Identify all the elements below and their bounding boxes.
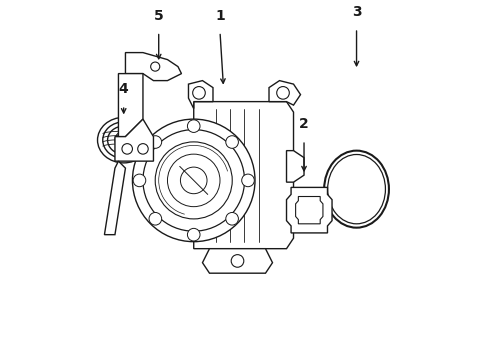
Circle shape (167, 154, 220, 207)
Circle shape (122, 144, 132, 154)
Circle shape (155, 142, 232, 219)
Text: 2: 2 (299, 117, 308, 131)
Ellipse shape (324, 150, 388, 228)
Text: 3: 3 (351, 5, 361, 19)
Circle shape (187, 228, 200, 241)
Circle shape (132, 119, 254, 242)
Circle shape (115, 131, 132, 149)
Circle shape (192, 86, 205, 99)
Polygon shape (286, 150, 304, 182)
Ellipse shape (102, 122, 144, 158)
Circle shape (142, 130, 244, 231)
Polygon shape (188, 81, 213, 109)
Polygon shape (202, 249, 272, 273)
Circle shape (149, 212, 162, 225)
Circle shape (149, 136, 162, 148)
Circle shape (187, 120, 200, 132)
Ellipse shape (107, 126, 140, 154)
Polygon shape (295, 197, 322, 224)
Circle shape (276, 86, 289, 99)
Polygon shape (286, 188, 331, 233)
Circle shape (241, 174, 254, 187)
Circle shape (180, 167, 206, 194)
Polygon shape (104, 161, 125, 235)
Circle shape (133, 174, 145, 187)
Text: 1: 1 (215, 9, 224, 23)
Ellipse shape (97, 117, 149, 163)
Circle shape (231, 255, 244, 267)
Circle shape (225, 212, 238, 225)
Polygon shape (193, 102, 293, 249)
Text: 4: 4 (119, 82, 128, 96)
Polygon shape (268, 81, 300, 105)
Circle shape (150, 62, 160, 71)
Ellipse shape (327, 154, 385, 224)
Circle shape (138, 144, 148, 154)
Polygon shape (125, 53, 181, 81)
Text: 5: 5 (154, 9, 163, 23)
Polygon shape (118, 73, 142, 137)
Polygon shape (115, 119, 153, 161)
Circle shape (225, 136, 238, 148)
